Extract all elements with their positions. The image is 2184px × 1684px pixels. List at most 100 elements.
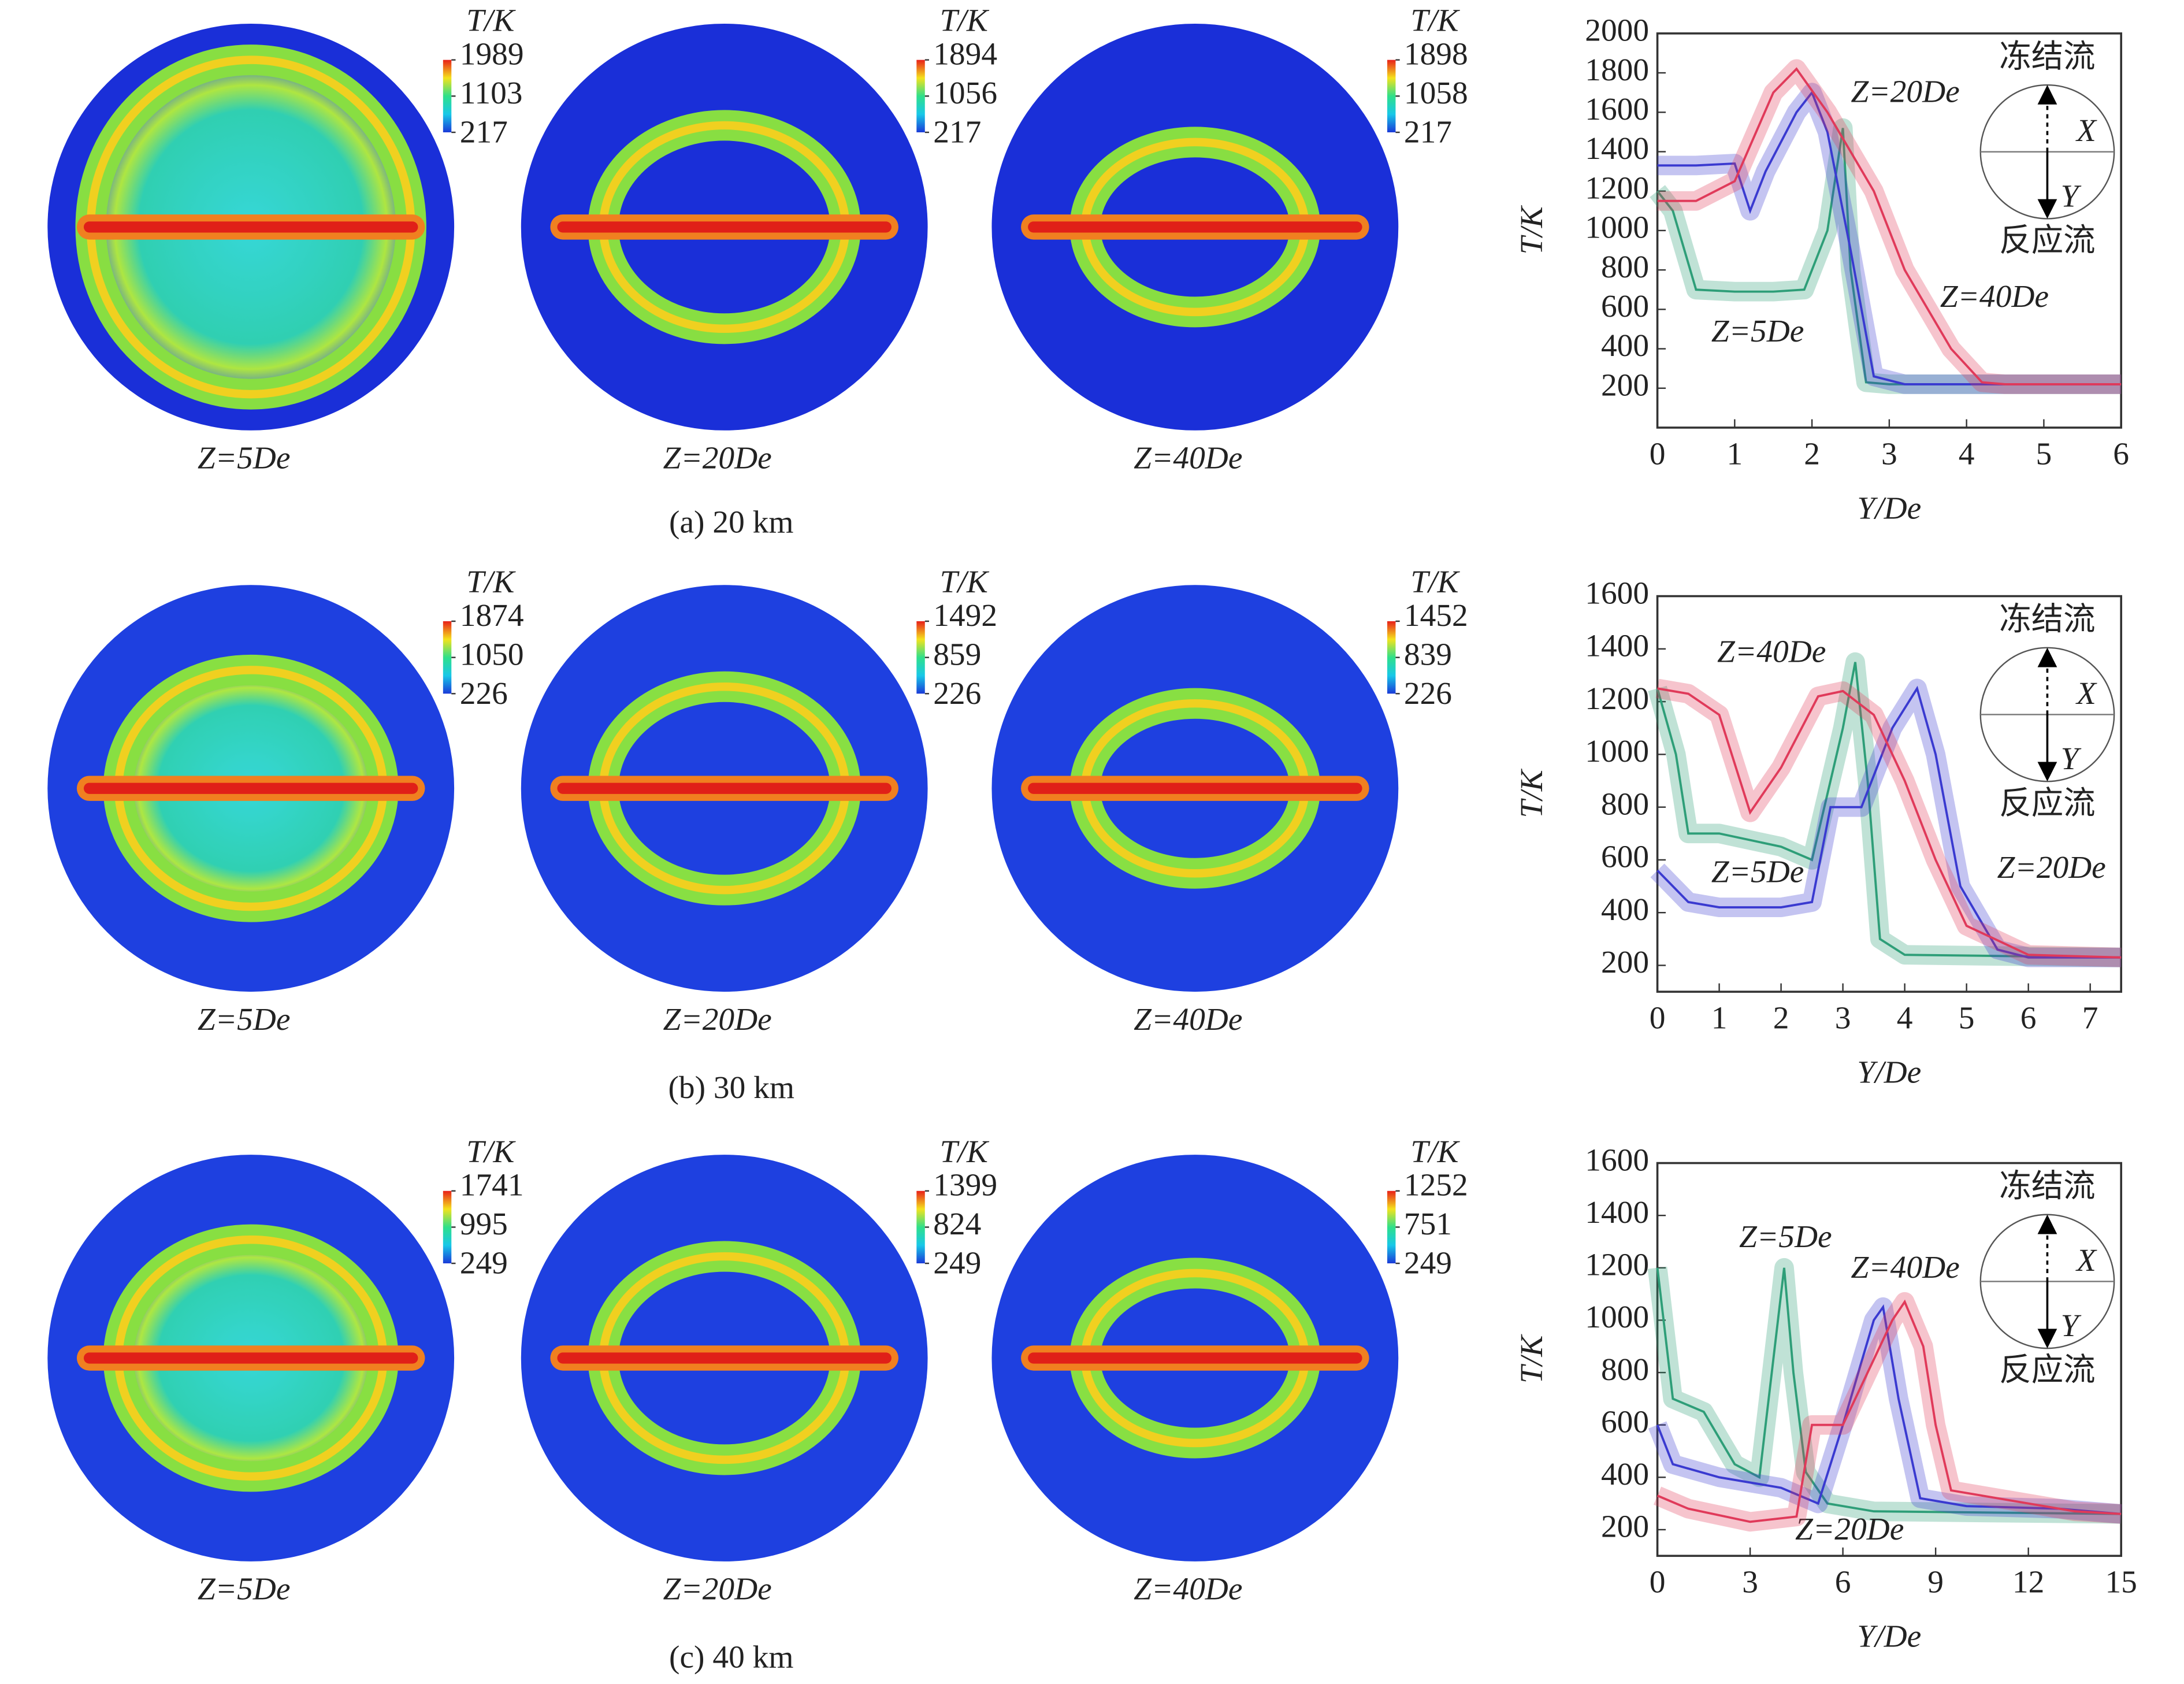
colorbar-tick-label: 751 (1404, 1206, 1452, 1241)
x-tick-label: 1 (1726, 436, 1743, 471)
y-tick-label: 2000 (1585, 13, 1649, 48)
x-axis-label: Y/De (1857, 1054, 1921, 1089)
series-line (1656, 1299, 2122, 1523)
colorbar-tick-label: 1989 (460, 36, 524, 72)
colorbar (916, 621, 925, 694)
x-tick-label: 6 (2020, 1000, 2037, 1035)
colorbar-title: T/K (466, 1134, 516, 1169)
inset-bottom: 反应流 (1999, 1352, 2095, 1388)
colorbar-title: T/K (1410, 3, 1460, 38)
inset-arrowhead (2037, 647, 2057, 667)
colorbar-title: T/K (1410, 1134, 1460, 1169)
contour-jet-core (557, 1352, 892, 1364)
contour-jet-core (1028, 221, 1362, 233)
inset-x: X (2075, 1242, 2097, 1278)
y-tick-label: 800 (1601, 786, 1649, 821)
series-label: Z=20De (1795, 1511, 1904, 1546)
y-tick-label: 200 (1601, 1509, 1649, 1544)
inset-arrowhead (2037, 85, 2057, 105)
colorbar-tick-label: 824 (933, 1206, 981, 1241)
x-tick-label: 4 (1897, 1000, 1913, 1035)
y-tick-label: 800 (1601, 1352, 1649, 1387)
x-tick-label: 5 (2036, 436, 2052, 471)
contour-jet-core (557, 782, 892, 794)
panel-caption: (c) 40 km (669, 1640, 793, 1675)
map-label: Z=5De (198, 440, 291, 476)
x-tick-label: 3 (1881, 436, 1897, 471)
y-tick-label: 600 (1601, 839, 1649, 874)
x-tick-label: 12 (2012, 1564, 2044, 1600)
x-tick-label: 9 (1927, 1564, 1944, 1600)
x-tick-label: 6 (1835, 1564, 1851, 1600)
colorbar-title: T/K (940, 564, 990, 599)
colorbar-tick-label: 249 (460, 1245, 508, 1281)
inset-top: 冻结流 (1999, 39, 2095, 74)
colorbar-tick-label: 217 (1404, 114, 1452, 150)
colorbar-tick-label: 217 (460, 114, 508, 150)
contour-jet-core (83, 221, 418, 233)
series-band (1655, 678, 2122, 967)
inset-y: Y (2061, 741, 2082, 776)
colorbar-tick-label: 1252 (1404, 1167, 1468, 1203)
colorbar-tick-label: 226 (460, 676, 508, 711)
colorbar-tick-label: 839 (1404, 636, 1452, 672)
y-tick-label: 1000 (1585, 733, 1649, 769)
series-line (1656, 685, 2122, 959)
series-line (1657, 67, 2122, 385)
colorbar (443, 60, 452, 132)
colorbar (443, 1190, 452, 1264)
colorbar-title: T/K (466, 3, 516, 38)
series-label: Z=40De (1851, 1249, 1959, 1285)
y-tick-label: 1000 (1585, 1299, 1649, 1334)
y-tick-label: 1600 (1585, 91, 1649, 127)
colorbar-tick-label: 1058 (1404, 75, 1468, 110)
inset-top: 冻结流 (1999, 602, 2095, 637)
inset-y: Y (2061, 1308, 2082, 1343)
plot-frame (1656, 1162, 2122, 1557)
y-tick-label: 1800 (1585, 52, 1649, 87)
x-tick-label: 7 (2082, 1000, 2098, 1035)
inset-x: X (2075, 113, 2097, 148)
inset-x: X (2075, 676, 2097, 711)
inset-y: Y (2061, 178, 2082, 213)
map-label: Z=20De (663, 440, 772, 476)
x-tick-label: 15 (2105, 1564, 2137, 1600)
colorbar-tick-label: 249 (933, 1245, 981, 1281)
x-tick-label: 2 (1804, 436, 1820, 471)
colorbar-title: T/K (466, 564, 516, 599)
colorbar-tick-label: 217 (933, 114, 981, 150)
colorbar-tick-label: 226 (1404, 676, 1452, 711)
colorbar (1387, 1190, 1396, 1264)
inset-arrowhead (2037, 1329, 2057, 1349)
colorbar-tick-label: 249 (1404, 1245, 1452, 1281)
colorbar-tick-label: 226 (933, 676, 981, 711)
colorbar-tick-label: 995 (460, 1206, 508, 1241)
y-tick-label: 1200 (1585, 1247, 1649, 1282)
panel-caption: (b) 30 km (668, 1070, 794, 1105)
y-axis-label: T/K (1514, 1334, 1549, 1383)
series-label: Z=40De (1940, 279, 2049, 314)
series-line (1656, 662, 2122, 959)
map-label: Z=40De (1134, 1571, 1242, 1607)
y-tick-label: 1200 (1585, 170, 1649, 205)
contour-jet-core (83, 1352, 418, 1364)
colorbar-title: T/K (940, 1134, 990, 1169)
series-line (1657, 687, 2122, 959)
series-label: Z=20De (1997, 850, 2106, 885)
series-label: Z=40De (1717, 634, 1826, 669)
colorbar (1387, 621, 1396, 694)
colorbar-tick-label: 1399 (933, 1167, 997, 1203)
series-label: Z=20De (1851, 74, 1959, 109)
colorbar-tick-label: 1492 (933, 598, 997, 633)
x-tick-label: 2 (1773, 1000, 1789, 1035)
map-label: Z=5De (198, 1002, 291, 1037)
inset-arrowhead (2037, 1214, 2057, 1234)
colorbar-tick-label: 1894 (933, 36, 997, 72)
colorbar-tick-label: 1050 (460, 636, 524, 672)
series-label: Z=5De (1739, 1219, 1832, 1254)
y-tick-label: 600 (1601, 288, 1649, 324)
series-label: Z=5De (1711, 854, 1804, 889)
colorbar-tick-label: 1898 (1404, 36, 1468, 72)
series-line (1656, 1267, 2122, 1515)
